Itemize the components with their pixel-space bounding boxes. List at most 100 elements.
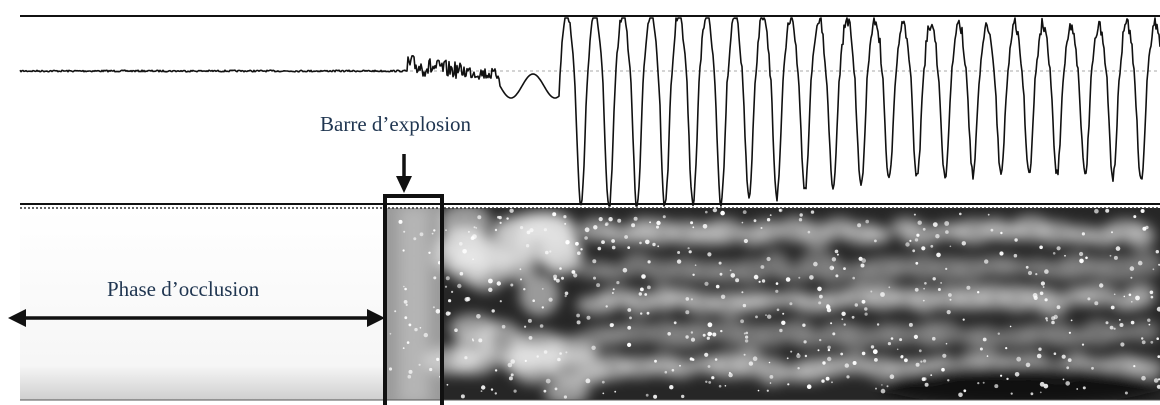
spectrogram-speck [1087,297,1091,301]
spectrogram-speck [880,388,886,394]
spectrogram-speck [922,299,925,302]
spectrogram-speck [445,311,451,316]
spectrogram-blob [882,324,920,346]
spectrogram-speck [457,283,462,289]
spectrogram-speck [707,365,711,368]
spectrogram-speck [671,368,675,372]
spectrogram-blob [491,238,536,270]
spectrogram-speck [958,392,963,398]
spectrogram-speck [708,381,712,384]
spectrogram-speck [605,305,608,308]
spectrogram-speck [1033,295,1038,300]
spectrogram-speck [1061,354,1066,359]
spectrogram-blob [1033,221,1078,245]
waveform-panel [19,15,1160,207]
spectrogram-speck [899,338,903,342]
spectrogram-speck [742,210,747,215]
spectrogram-speck [499,300,502,303]
spectrogram-speck [900,355,904,359]
spectrogram-blob [748,290,785,310]
spectrogram-speck [690,298,694,301]
spectrogram-speck [408,323,412,327]
spectrogram-speck [1150,340,1154,344]
spectrogram-speck [818,301,822,305]
spectrogram-speck [403,230,406,233]
spectrogram-speck [835,274,839,278]
spectrogram-speck [765,314,767,316]
spectrogram-speck [467,230,470,233]
spectrogram-speck [876,323,880,326]
spectrogram-speck [564,222,567,225]
spectrogram-speck [564,294,567,298]
spectrogram-speck [880,292,885,297]
spectrogram-speck [718,384,722,388]
spectrogram-speck [629,316,632,320]
spectrogram-speck [936,252,941,258]
spectrogram-speck [1062,378,1065,381]
spectrogram-speck [810,210,815,214]
spectrogram-speck [932,277,936,281]
spectrogram-speck [552,212,557,217]
spectrogram-speck [913,213,916,216]
spectrogram-speck [829,265,835,271]
spectrogram-speck [611,239,615,243]
spectrogram-blob [922,320,962,346]
spectrogram-speck [889,374,895,380]
spectrogram-speck [852,361,857,365]
spectrogram-speck [433,276,437,280]
spectrogram-speck [647,285,651,290]
spectrogram-blob [663,358,697,379]
spectrogram-blob [816,260,851,285]
spectrogram-speck [653,394,658,399]
spectrogram-speck [654,359,657,363]
spectrogram-speck [460,394,465,399]
spectrogram-speck [1065,381,1070,386]
spectrogram-speck [472,234,477,240]
spectrogram-speck [962,318,965,321]
spectrogram-speck [949,298,952,301]
spectrogram-speck [834,249,839,254]
spectrogram-speck [627,325,632,330]
spectrogram-speck [564,291,569,296]
spectrogram-blob [1128,320,1160,342]
spectrogram-speck [961,241,966,246]
spectrogram-speck [459,271,464,276]
spectrogram-speck [744,339,749,343]
spectrogram-speck [1051,320,1055,325]
spectrogram-speck [769,214,772,217]
spectrogram-speck [874,358,878,362]
spectrogram-speck [490,388,494,391]
spectrogram-speck [414,327,418,332]
spectrogram-speck [915,362,920,367]
spectrogram-speck [821,379,825,383]
spectrogram-blob [623,290,658,315]
spectrogram-speck [608,217,613,222]
spectrogram-speck [631,223,636,228]
spectrogram-speck [781,320,786,325]
spectrogram-speck [429,367,433,372]
spectrogram-speck [917,220,922,225]
spectrogram-speck [1130,320,1135,325]
spectrogram-speck [932,336,936,341]
spectrogram-speck [656,225,659,229]
spectrogram-speck [822,361,826,365]
spectrogram-speck [462,249,467,254]
spectrogram-speck [563,395,568,399]
spectrogram-blob [1129,251,1160,278]
spectrogram-speck [886,385,889,388]
spectrogram-speck [576,313,580,318]
spectrogram-speck [1156,337,1159,341]
spectrogram-speck [647,260,651,264]
spectrogram-speck [730,273,736,278]
spectrogram-blob [860,226,893,245]
spectrogram-speck [852,276,855,280]
spectrogram-speck [707,331,712,337]
spectrogram-speck [851,315,855,319]
spectrogram-speck [966,285,971,290]
spectrogram-speck [706,336,710,340]
spectrogram-speck [543,389,547,393]
spectrogram-speck [702,333,706,337]
spectrogram-speck [1039,391,1042,394]
spectrogram-speck [797,367,800,370]
spectrogram-speck [388,367,393,371]
